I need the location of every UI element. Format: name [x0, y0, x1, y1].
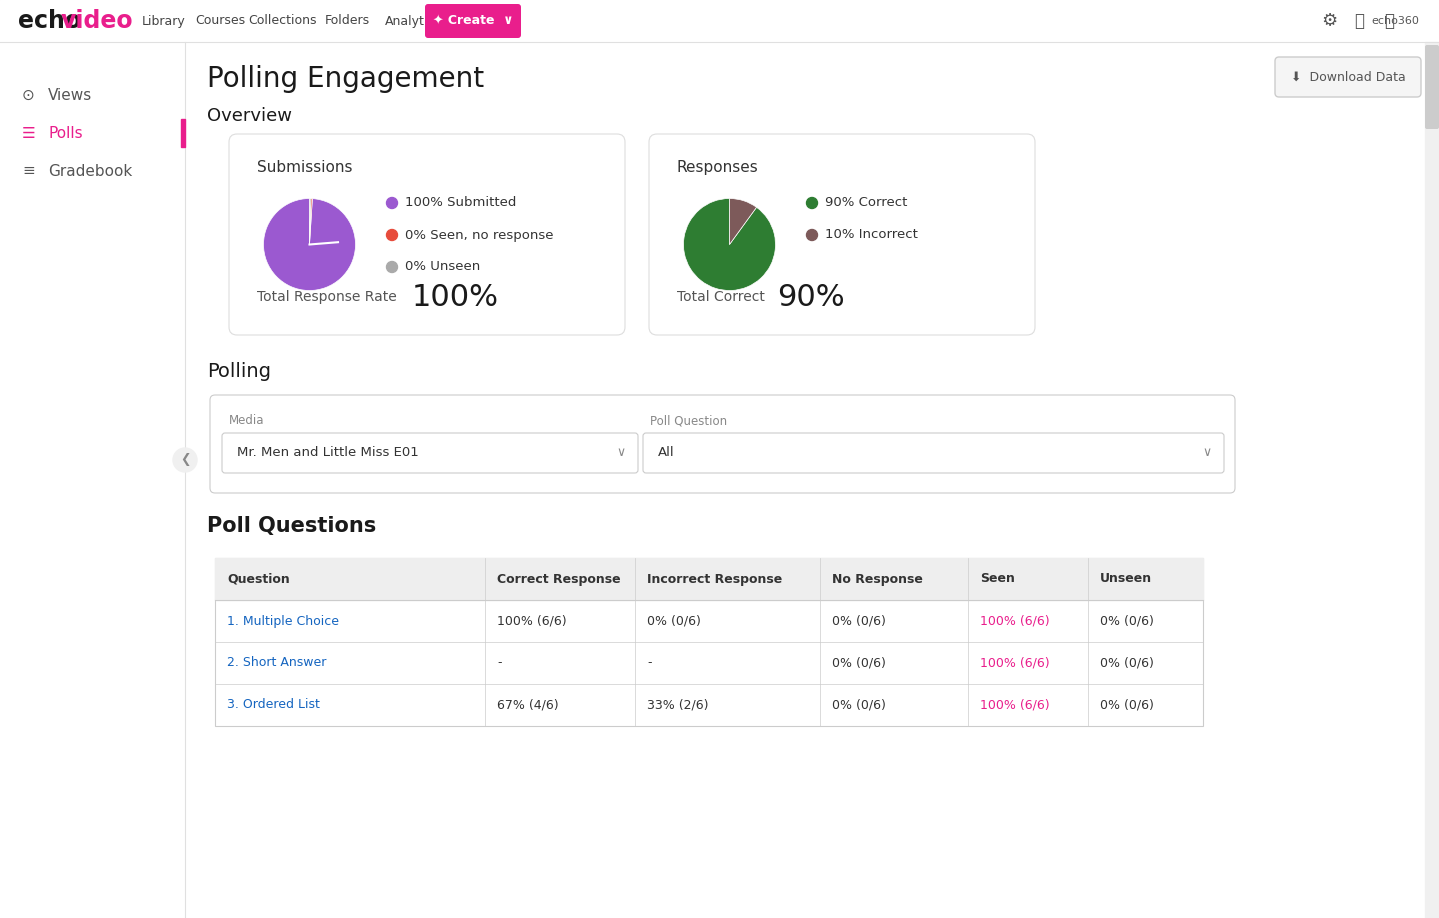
Text: ∨: ∨ [1203, 446, 1212, 460]
Text: Polls: Polls [47, 126, 82, 140]
Circle shape [806, 230, 817, 241]
Text: 33% (2/6): 33% (2/6) [648, 699, 708, 711]
Text: echo360: echo360 [1371, 16, 1419, 26]
Text: 1. Multiple Choice: 1. Multiple Choice [227, 614, 340, 628]
Wedge shape [263, 198, 355, 290]
Text: 100% (6/6): 100% (6/6) [496, 614, 567, 628]
Text: Overview: Overview [207, 107, 292, 125]
Bar [214, 558, 1203, 726]
Text: 90%: 90% [777, 283, 845, 311]
Bar [0, 0, 1439, 42]
Text: 0% (0/6): 0% (0/6) [832, 614, 886, 628]
Text: 0% Unseen: 0% Unseen [404, 261, 481, 274]
FancyBboxPatch shape [210, 395, 1235, 493]
Bar [181, 119, 186, 147]
Text: ⬇  Download Data: ⬇ Download Data [1291, 71, 1406, 84]
Text: 👤: 👤 [1384, 12, 1394, 30]
Bar [0, 42, 186, 918]
Text: 0% (0/6): 0% (0/6) [832, 699, 886, 711]
FancyBboxPatch shape [643, 433, 1225, 473]
Wedge shape [309, 198, 312, 244]
Bar [1425, 42, 1439, 918]
Text: Mr. Men and Little Miss E01: Mr. Men and Little Miss E01 [237, 446, 419, 460]
Text: ⊙: ⊙ [22, 87, 35, 103]
Text: Media: Media [229, 414, 265, 427]
Text: Incorrect Response: Incorrect Response [648, 573, 783, 586]
Text: ∨: ∨ [616, 446, 626, 460]
Text: Polling Engagement: Polling Engagement [207, 65, 484, 93]
Text: Analytics: Analytics [386, 15, 442, 28]
Text: Correct Response: Correct Response [496, 573, 620, 586]
Text: ⚙: ⚙ [1321, 12, 1337, 30]
FancyBboxPatch shape [649, 134, 1035, 335]
Text: 90% Correct: 90% Correct [825, 196, 908, 209]
FancyBboxPatch shape [229, 134, 625, 335]
Text: ≡: ≡ [22, 163, 35, 178]
Text: Polling: Polling [207, 362, 271, 381]
Text: Library: Library [142, 15, 186, 28]
Text: ☰: ☰ [22, 126, 36, 140]
Wedge shape [684, 198, 776, 290]
Text: Total Response Rate: Total Response Rate [258, 290, 397, 304]
Text: Poll Questions: Poll Questions [207, 516, 376, 536]
Text: 100% (6/6): 100% (6/6) [980, 656, 1049, 669]
Text: 🔔: 🔔 [1354, 12, 1364, 30]
Text: Total Correct: Total Correct [676, 290, 766, 304]
Text: 3. Ordered List: 3. Ordered List [227, 699, 319, 711]
Text: Responses: Responses [676, 160, 758, 175]
Circle shape [387, 197, 397, 208]
Text: Collections: Collections [248, 15, 317, 28]
Text: ❮: ❮ [180, 453, 190, 466]
Text: echo: echo [19, 9, 81, 33]
Circle shape [173, 448, 197, 472]
Text: Unseen: Unseen [1099, 573, 1153, 586]
Circle shape [387, 230, 397, 241]
Text: Poll Question: Poll Question [650, 414, 727, 427]
FancyBboxPatch shape [1425, 45, 1439, 129]
Text: 100% Submitted: 100% Submitted [404, 196, 517, 209]
Bar [214, 558, 1203, 600]
Text: 67% (4/6): 67% (4/6) [496, 699, 558, 711]
Text: 2. Short Answer: 2. Short Answer [227, 656, 327, 669]
FancyBboxPatch shape [1275, 57, 1420, 97]
Text: 0% (0/6): 0% (0/6) [1099, 614, 1154, 628]
Text: 100% (6/6): 100% (6/6) [980, 614, 1049, 628]
Wedge shape [730, 198, 757, 244]
Circle shape [806, 197, 817, 208]
Text: ✦ Create  ∨: ✦ Create ∨ [433, 15, 514, 28]
FancyBboxPatch shape [222, 433, 637, 473]
Text: -: - [496, 656, 502, 669]
Text: 0% (0/6): 0% (0/6) [1099, 699, 1154, 711]
Text: No Response: No Response [832, 573, 922, 586]
Text: 100%: 100% [412, 283, 499, 311]
Text: Views: Views [47, 87, 92, 103]
Text: Courses: Courses [196, 15, 245, 28]
Circle shape [387, 262, 397, 273]
Text: Folders: Folders [325, 15, 370, 28]
Text: Gradebook: Gradebook [47, 163, 132, 178]
Text: Submissions: Submissions [258, 160, 353, 175]
Text: 10% Incorrect: 10% Incorrect [825, 229, 918, 241]
Text: All: All [658, 446, 675, 460]
Text: 100% (6/6): 100% (6/6) [980, 699, 1049, 711]
Text: 0% (0/6): 0% (0/6) [1099, 656, 1154, 669]
Text: 0% (0/6): 0% (0/6) [648, 614, 701, 628]
FancyBboxPatch shape [425, 4, 521, 38]
Text: Question: Question [227, 573, 289, 586]
Text: Seen: Seen [980, 573, 1014, 586]
Text: 0% Seen, no response: 0% Seen, no response [404, 229, 554, 241]
Text: -: - [648, 656, 652, 669]
Text: 0% (0/6): 0% (0/6) [832, 656, 886, 669]
Text: video: video [60, 9, 134, 33]
